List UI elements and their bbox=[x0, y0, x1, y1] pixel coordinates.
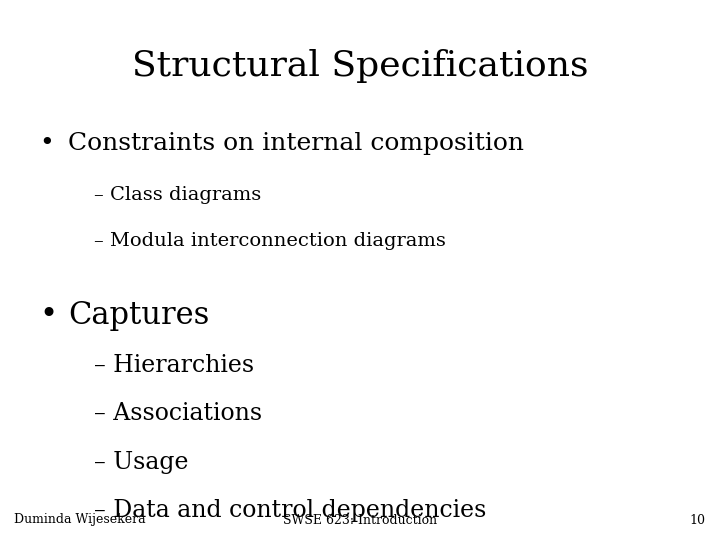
Text: – Hierarchies: – Hierarchies bbox=[94, 354, 253, 377]
Text: – Usage: – Usage bbox=[94, 451, 188, 474]
Text: – Data and control dependencies: – Data and control dependencies bbox=[94, 500, 486, 523]
Text: – Associations: – Associations bbox=[94, 402, 262, 426]
Text: – Modula interconnection diagrams: – Modula interconnection diagrams bbox=[94, 232, 446, 250]
Text: Duminda Wijesekera: Duminda Wijesekera bbox=[14, 514, 146, 526]
Text: – Class diagrams: – Class diagrams bbox=[94, 186, 261, 204]
Text: Constraints on internal composition: Constraints on internal composition bbox=[68, 132, 524, 156]
Text: •: • bbox=[40, 132, 54, 156]
Text: Captures: Captures bbox=[68, 300, 210, 330]
Text: Structural Specifications: Structural Specifications bbox=[132, 49, 588, 83]
Text: •: • bbox=[40, 300, 58, 330]
Text: 10: 10 bbox=[690, 514, 706, 526]
Text: SWSE 623: Introduction: SWSE 623: Introduction bbox=[283, 514, 437, 526]
